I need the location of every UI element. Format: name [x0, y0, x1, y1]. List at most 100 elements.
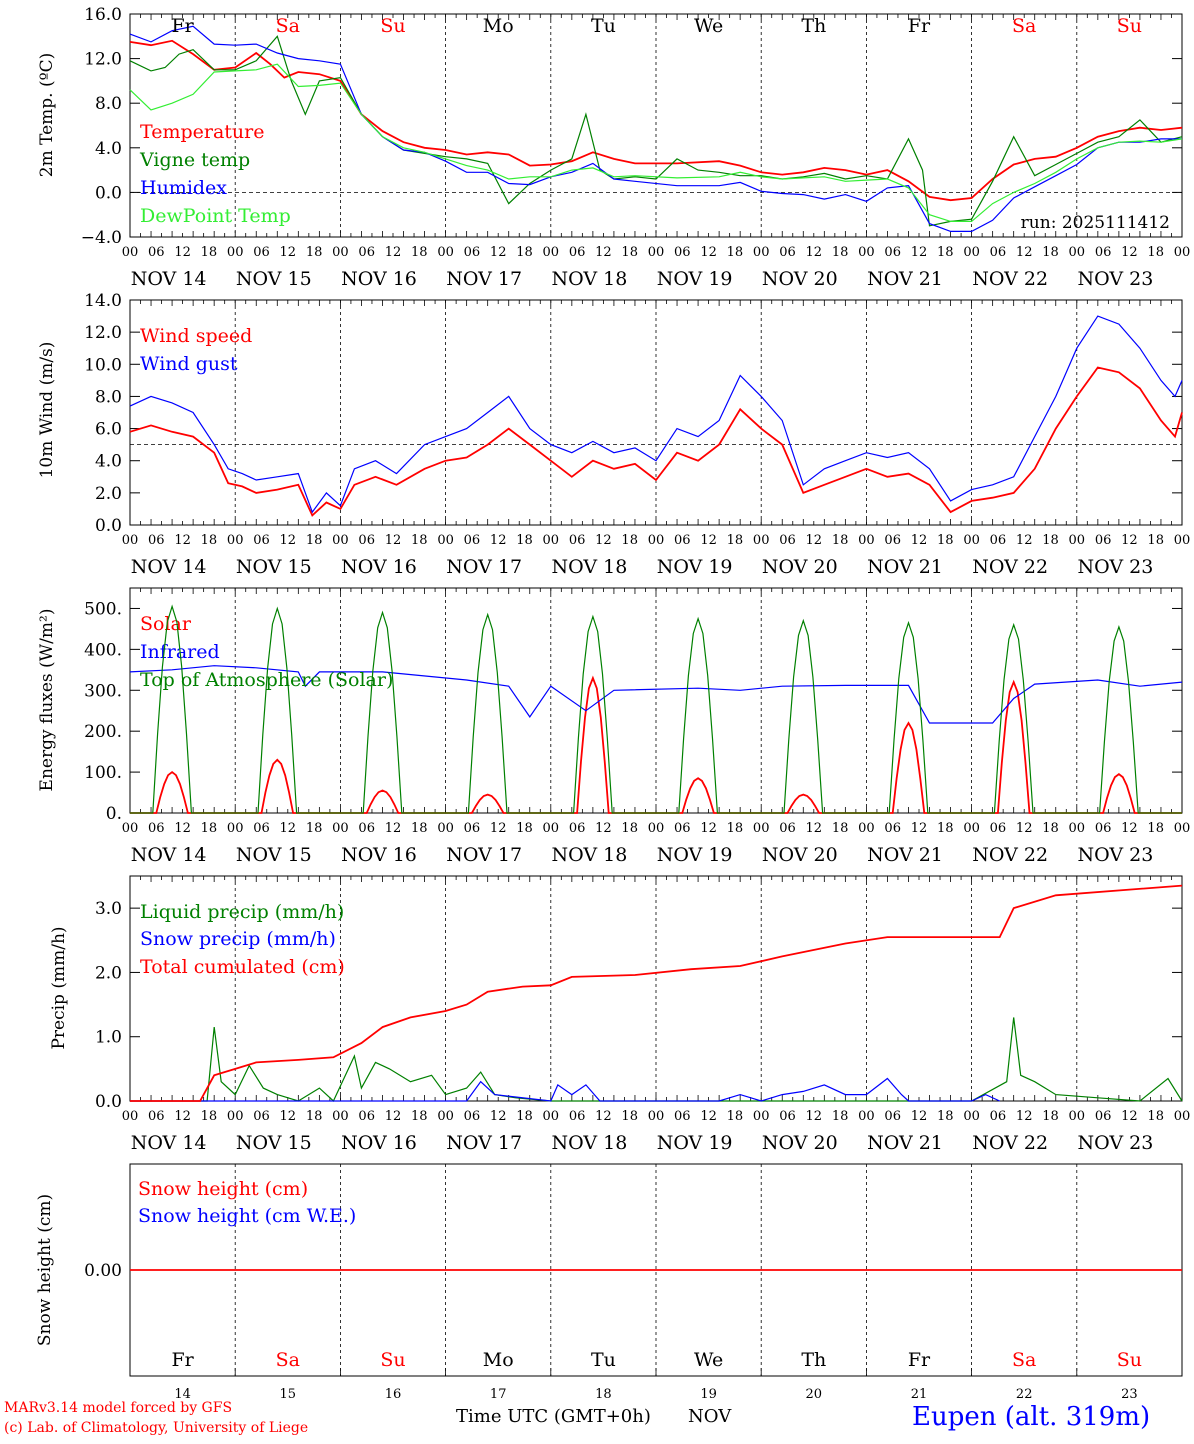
snow-ylabel: Snow height (cm) [35, 1194, 55, 1346]
wind-ytick-label: 6.0 [95, 420, 122, 440]
day-number: 15 [280, 1387, 297, 1402]
date-label: NOV 23 [1077, 556, 1153, 578]
precip-ytick-label: 2.0 [95, 963, 122, 983]
hour-tick-label: 06 [674, 533, 691, 548]
flux-ytick-label: 300. [84, 681, 122, 701]
hour-tick-label: 06 [674, 821, 691, 836]
date-label: NOV 19 [657, 1132, 733, 1154]
date-label: NOV 19 [657, 268, 733, 290]
hour-tick-label: 12 [595, 821, 612, 836]
flux-ytick-label: 0. [106, 804, 122, 824]
hour-tick-label: 18 [937, 821, 954, 836]
hour-tick-label: 12 [1121, 533, 1138, 548]
day-abbr-bottom: Sa [276, 1349, 300, 1371]
hour-tick-label: 00 [648, 821, 665, 836]
hour-tick-label: 12 [595, 1109, 612, 1124]
hour-tick-label: 18 [937, 533, 954, 548]
hour-tick-label: 12 [1016, 533, 1033, 548]
hour-tick-label: 00 [1069, 245, 1086, 260]
flux-legend-2: Top of Atmosphere (Solar) [140, 669, 393, 691]
day-abbr-bottom: Th [801, 1349, 826, 1371]
hour-tick-label: 12 [595, 533, 612, 548]
hour-tick-label: 12 [595, 245, 612, 260]
x-axis-label: Time UTC (GMT+0h) [456, 1406, 651, 1427]
hour-tick-label: 00 [543, 1109, 560, 1124]
hour-tick-label: 12 [700, 821, 717, 836]
date-label: NOV 22 [972, 556, 1048, 578]
hour-tick-label: 00 [227, 1109, 244, 1124]
hour-tick-label: 12 [1121, 1109, 1138, 1124]
precip-legend-1: Snow precip (mm/h) [140, 928, 336, 950]
hour-tick-label: 06 [464, 821, 481, 836]
hour-tick-label: 00 [437, 245, 454, 260]
hour-tick-label: 00 [858, 533, 875, 548]
temp-series-2 [129, 25, 1182, 232]
hour-tick-label: 18 [1147, 821, 1164, 836]
hour-tick-label: 00 [753, 533, 770, 548]
date-label: NOV 19 [657, 556, 733, 578]
hour-tick-label: 06 [884, 821, 901, 836]
hour-tick-label: 12 [806, 821, 823, 836]
day-number: 18 [595, 1387, 612, 1402]
hour-tick-label: 00 [543, 245, 560, 260]
hour-tick-label: 12 [280, 245, 297, 260]
date-label: NOV 18 [551, 1132, 627, 1154]
wind-ytick-label: 0.0 [95, 516, 122, 536]
temp-annotation: run: 2025111412 [1021, 213, 1170, 233]
hour-tick-label: 12 [1016, 821, 1033, 836]
hour-tick-label: 00 [332, 821, 349, 836]
hour-tick-label: 12 [174, 1109, 191, 1124]
day-abbr-top: Fr [171, 15, 194, 37]
flux-ylabel: Energy fluxes (W/m²) [37, 609, 57, 792]
hour-tick-label: 18 [1042, 1109, 1059, 1124]
temp-legend-0: Temperature [140, 121, 264, 143]
hour-tick-label: 12 [700, 245, 717, 260]
hour-tick-label: 12 [280, 533, 297, 548]
hour-tick-label: 00 [963, 1109, 980, 1124]
day-abbr-top: Th [801, 15, 826, 37]
day-number: 23 [1121, 1387, 1138, 1402]
hour-tick-label: 12 [280, 821, 297, 836]
hour-tick-label: 06 [674, 1109, 691, 1124]
hour-tick-label: 06 [1095, 1109, 1112, 1124]
temp-series-1 [129, 35, 1183, 227]
hour-tick-label: 00 [332, 1109, 349, 1124]
hour-tick-label: 12 [806, 533, 823, 548]
hour-tick-label: 18 [727, 245, 744, 260]
hour-tick-label: 00 [227, 245, 244, 260]
hour-tick-label: 12 [280, 1109, 297, 1124]
hour-tick-label: 06 [358, 1109, 375, 1124]
hour-tick-label: 00 [437, 821, 454, 836]
flux-ytick-label: 100. [84, 763, 122, 783]
hour-tick-label: 00 [753, 821, 770, 836]
hour-tick-label: 12 [490, 245, 507, 260]
day-number: 16 [385, 1387, 402, 1402]
hour-tick-label: 00 [858, 821, 875, 836]
day-number: 21 [911, 1387, 928, 1402]
hour-tick-label: 18 [516, 1109, 533, 1124]
date-label: NOV 21 [867, 1132, 943, 1154]
day-abbr-bottom: Tu [591, 1349, 616, 1371]
hour-tick-label: 06 [990, 821, 1007, 836]
hour-tick-label: 12 [911, 1109, 928, 1124]
hour-tick-label: 06 [1095, 533, 1112, 548]
hour-tick-label: 00 [648, 245, 665, 260]
hour-tick-label: 00 [648, 533, 665, 548]
day-abbr-top: We [694, 15, 723, 37]
hour-tick-label: 06 [253, 1109, 270, 1124]
hour-tick-label: 00 [963, 533, 980, 548]
wind-ytick-label: 2.0 [95, 484, 122, 504]
hour-tick-label: 18 [516, 533, 533, 548]
hour-tick-label: 00 [1069, 1109, 1086, 1124]
day-abbr-top: Fr [908, 15, 931, 37]
hour-tick-label: 06 [253, 245, 270, 260]
hour-tick-label: 18 [1042, 533, 1059, 548]
hour-tick-label: 12 [385, 245, 402, 260]
hour-tick-label: 12 [490, 533, 507, 548]
day-abbr-bottom: Fr [908, 1349, 931, 1371]
temp-ytick-label: 0.0 [95, 183, 122, 203]
hour-tick-label: 18 [201, 1109, 218, 1124]
hour-tick-label: 12 [174, 533, 191, 548]
hour-tick-label: 06 [990, 1109, 1007, 1124]
day-abbr-top: Su [1117, 15, 1142, 37]
